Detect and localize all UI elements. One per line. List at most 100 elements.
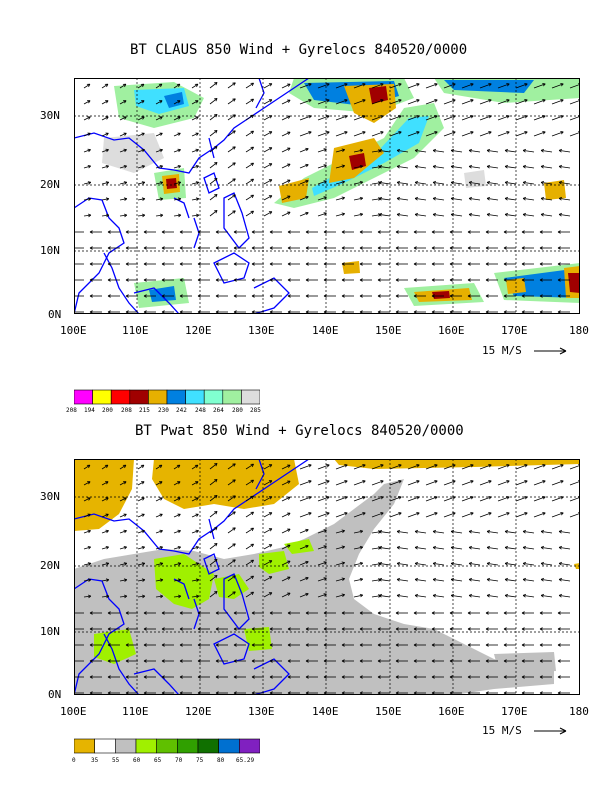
wind-vector <box>533 115 546 121</box>
wind-vector <box>83 579 91 582</box>
wind-vector <box>137 149 145 153</box>
wind-vector <box>559 595 571 598</box>
wind-vector <box>173 481 181 486</box>
wind-vector <box>299 131 312 137</box>
wind-vector-head <box>158 464 163 469</box>
wind-vector-head <box>214 559 218 563</box>
wind-vector-head <box>161 627 165 631</box>
wind-vector-head <box>161 675 165 679</box>
wind-vector-head <box>341 529 345 533</box>
wind-vector-head <box>197 246 201 250</box>
panel2-colorbar-label: 65.29 <box>236 757 255 764</box>
wind-vector <box>397 150 409 153</box>
wind-vector <box>209 559 218 566</box>
wind-vector <box>155 116 163 121</box>
wind-vector <box>407 496 420 502</box>
wind-vector-head <box>434 99 438 103</box>
wind-vector-head <box>251 643 255 647</box>
wind-vector <box>263 211 273 217</box>
wind-vector <box>317 212 327 217</box>
wind-vector-head <box>467 294 471 298</box>
panel1-xlabel: 160E <box>438 324 465 337</box>
wind-vector-head <box>143 659 147 663</box>
wind-vector-head <box>359 164 364 169</box>
wind-vector-head <box>268 99 273 103</box>
wind-vector <box>137 579 145 582</box>
wind-vector-head <box>250 479 254 484</box>
wind-vector <box>245 162 254 169</box>
wind-vector <box>263 576 273 582</box>
panel1-ref-vector-arrow <box>534 347 567 355</box>
wind-vector-head <box>232 114 236 118</box>
wind-vector-head <box>359 561 364 566</box>
wind-vector-head <box>414 561 419 566</box>
panel2-colorbar-label: 0 <box>72 757 76 764</box>
wind-vector-head <box>380 83 384 87</box>
wind-vector <box>479 480 492 486</box>
wind-vector <box>379 198 391 201</box>
wind-vector-head <box>123 132 127 136</box>
wind-vector-head <box>107 659 111 663</box>
wind-vector-head <box>86 83 91 88</box>
wind-vector-head <box>268 163 273 167</box>
wind-vector-head <box>323 294 327 298</box>
wind-vector-head <box>197 294 201 298</box>
wind-vector-head <box>143 675 147 679</box>
panel2-xlabel: 160E <box>438 705 465 718</box>
wind-vector <box>83 481 91 486</box>
wind-vector <box>541 563 553 566</box>
wind-vector-head <box>268 480 273 484</box>
wind-vector-head <box>214 463 218 467</box>
wind-vector-head <box>341 659 345 663</box>
wind-vector-head <box>539 675 543 679</box>
wind-vector <box>245 463 254 470</box>
wind-vector <box>227 162 236 169</box>
wind-vector <box>407 480 420 486</box>
wind-vector-head <box>488 464 492 468</box>
wind-vector <box>407 512 420 518</box>
wind-vector <box>389 99 402 105</box>
wind-vector <box>245 575 254 582</box>
wind-vector-head <box>250 146 254 151</box>
wind-vector <box>379 563 391 566</box>
wind-vector-head <box>268 147 273 151</box>
wind-vector-head <box>431 659 435 663</box>
wind-vector-head <box>468 212 473 217</box>
wind-vector-head <box>431 627 435 631</box>
wind-vector-head <box>539 262 543 266</box>
wind-vector-head <box>214 178 218 182</box>
wind-vector <box>209 479 218 486</box>
wind-vector-head <box>413 294 417 298</box>
wind-vector-head <box>323 675 327 679</box>
wind-vector <box>83 165 91 169</box>
wind-vector-head <box>159 116 163 120</box>
wind-vector <box>443 480 456 486</box>
wind-vector-head <box>323 577 327 581</box>
wind-vector-head <box>215 278 219 282</box>
wind-vector <box>407 131 420 137</box>
wind-vector <box>523 579 535 582</box>
wind-vector-head <box>177 181 182 185</box>
panel2-title: BT Pwat 850 Wind + Gyrelocs 840520/0000 <box>135 423 464 439</box>
wind-vector-head <box>557 627 561 631</box>
wind-vector <box>263 179 273 185</box>
wind-vector-head <box>125 230 129 234</box>
wind-vector-head <box>141 529 145 534</box>
wind-vector <box>101 562 109 566</box>
wind-vector <box>137 100 145 105</box>
wind-vector <box>541 166 553 169</box>
wind-vector <box>505 182 517 185</box>
wind-vector-head <box>377 643 381 647</box>
wind-vector-head <box>159 132 163 136</box>
wind-vector-head <box>214 210 218 214</box>
wind-vector <box>227 178 236 185</box>
wind-vector <box>173 464 181 470</box>
wind-vector-head <box>432 212 437 217</box>
wind-vector-head <box>195 181 200 185</box>
wind-vector-head <box>449 675 453 679</box>
wind-vector <box>245 543 254 550</box>
wind-vector <box>227 575 236 582</box>
wind-vector <box>245 194 254 201</box>
wind-vector-head <box>398 512 402 516</box>
wind-vector <box>173 198 181 201</box>
